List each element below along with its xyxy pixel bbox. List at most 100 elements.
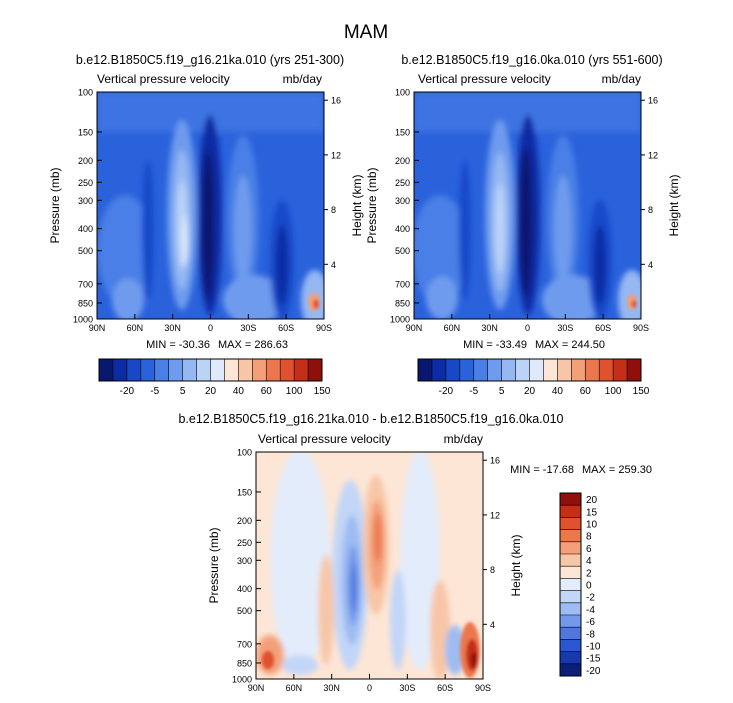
panel-b-colorbar-box xyxy=(501,359,516,381)
panel-c-y2tick-label: 16 xyxy=(490,456,500,466)
panel-c-colorbar-label: -15 xyxy=(586,654,601,665)
panel-c-ytick-label: 300 xyxy=(237,556,252,566)
panel-a-xtick-label: 30N xyxy=(164,323,181,333)
panel-a-ytick-label: 850 xyxy=(78,298,93,308)
figure-title: MAM xyxy=(344,22,388,43)
panel-c-colorbar-label: 10 xyxy=(586,520,598,531)
panel-c-left-label: Vertical pressure velocity xyxy=(258,432,391,446)
panel-c-ytick-label: 1000 xyxy=(232,675,252,685)
panel-a-colorbar-label: 5 xyxy=(180,386,186,397)
panel-a-xtick-label: 90N xyxy=(89,323,106,333)
panel-a-y2tick-label: 8 xyxy=(331,205,336,215)
panel-b-units-label: mb/day xyxy=(602,72,641,86)
panel-c-colorbar-box xyxy=(560,651,581,665)
panel-b-xtick-label: 30S xyxy=(557,323,573,333)
panel-a: b.e12.B1850C5.f19_g16.21ka.010 (yrs 251-… xyxy=(48,53,364,333)
panel-b-ytick-label: 300 xyxy=(395,196,410,206)
panel-a-xtick-label: 90S xyxy=(316,323,332,333)
panel-c-units-label: mb/day xyxy=(444,432,483,446)
panel-c-colorbar-box xyxy=(560,578,581,591)
panel-b-y2tick-label: 4 xyxy=(648,260,653,270)
panel-a-colorbar-box xyxy=(126,359,142,381)
panel-c-ytick-label: 700 xyxy=(237,639,252,649)
panel-b-colorbar-label: 40 xyxy=(552,386,564,397)
panel-a-y2tick-label: 12 xyxy=(331,150,341,160)
panel-b-title: b.e12.B1850C5.f19_g16.0ka.010 (yrs 551-6… xyxy=(401,53,662,67)
panel-b-ytick-label: 200 xyxy=(395,156,410,166)
panel-c-colorbar-label: -8 xyxy=(586,629,595,640)
panel-c-colorbar-label: 15 xyxy=(586,507,598,518)
panel-c-colorbar-label: 2 xyxy=(586,568,592,579)
panel-a-ytick-label: 700 xyxy=(78,279,93,289)
panel-b-xtick-label: 90S xyxy=(633,323,649,333)
panel-c-colorbar-label: 4 xyxy=(586,556,592,567)
panel-a-colorbar-label: 40 xyxy=(233,386,245,397)
panel-b-ytick-label: 850 xyxy=(395,298,410,308)
panel-b-colorbar-box xyxy=(627,359,642,381)
panel-b-colorbar-box xyxy=(431,359,447,381)
panel-a-xtick-label: 30S xyxy=(240,323,256,333)
panel-c-colorbar-label: -10 xyxy=(586,642,601,653)
panel-b-colorbar-label: 150 xyxy=(633,386,650,397)
panel-c-colorbar-label: -20 xyxy=(586,666,601,677)
panel-a-colorbar-box xyxy=(280,359,295,381)
panel-a-y2tick-label: 4 xyxy=(331,260,336,270)
panel-b-xtick-label: 30N xyxy=(481,323,498,333)
panel-b-ylabel: Pressure (mb) xyxy=(365,167,379,243)
panel-c-xtick-label: 90S xyxy=(475,683,491,693)
panel-a-colorbar-label: 20 xyxy=(205,386,217,397)
panel-c-colorbar-box xyxy=(560,541,581,555)
panel-c-colorbar-box xyxy=(560,554,581,567)
panel-b-colorbar-box xyxy=(473,359,488,381)
panel-a-colorbar-box xyxy=(154,359,169,381)
panel-c-colorbar-box xyxy=(560,505,581,518)
panel-a-min-label: MIN = -30.36 xyxy=(146,339,210,351)
panel-b-colorbar-box xyxy=(529,359,544,381)
panel-a-colorbar: -20 -5 5 20 40 60 100 150 xyxy=(98,358,331,397)
panel-a-left-label: Vertical pressure velocity xyxy=(97,72,230,86)
panel-c-colorbar-label: 6 xyxy=(586,544,592,555)
panel-b-colorbar-box xyxy=(585,359,600,381)
panel-c-xtick-label: 0 xyxy=(367,683,372,693)
panel-a-colorbar-box xyxy=(210,359,225,381)
panel-b-colorbar-label: 20 xyxy=(524,386,536,397)
panel-a-colorbar-box xyxy=(99,359,114,381)
panel-c-colorbar-frame xyxy=(559,492,582,677)
panel-b-y2label: Height (km) xyxy=(667,174,681,236)
panel-c-ytick-label: 100 xyxy=(237,448,252,458)
panel-a-y2tick-label: 16 xyxy=(331,96,341,106)
panel-b-colorbar-box xyxy=(599,359,614,381)
panel-b-ytick-label: 400 xyxy=(395,224,410,234)
panel-b-colorbar-box xyxy=(571,359,586,381)
panel-b-colorbar-box xyxy=(487,359,502,381)
panel-b-min-label: MIN = -33.49 xyxy=(463,339,527,351)
panel-b-y2tick-label: 16 xyxy=(648,96,658,106)
panel-c-xtick-label: 30N xyxy=(323,683,340,693)
panel-a-colorbar-label: 100 xyxy=(286,386,303,397)
panel-a-max-label: MAX = 286.63 xyxy=(218,339,288,351)
panel-a-ytick-label: 300 xyxy=(78,196,93,206)
panel-b-colorbar-box xyxy=(459,359,475,381)
panel-b-y2tick-label: 8 xyxy=(648,205,653,215)
panel-a-colorbar-label: -20 xyxy=(120,386,135,397)
panel-c-colorbar-label: 0 xyxy=(586,581,592,592)
panel-a-ytick-label: 100 xyxy=(78,88,93,98)
panel-c-colorbar-label: 20 xyxy=(586,495,598,506)
panel-c-colorbar-box xyxy=(560,529,581,543)
panel-b-ytick-label: 700 xyxy=(395,279,410,289)
panel-c-colorbar-label: -6 xyxy=(586,617,595,628)
panel-a-colorbar-box xyxy=(182,359,197,381)
panel-a-colorbar-box xyxy=(294,359,309,381)
panel-a-colorbar-label: 150 xyxy=(314,386,331,397)
panel-c-ytick-label: 250 xyxy=(237,538,252,548)
panel-a-colorbar-box xyxy=(112,359,128,381)
panel-b-colorbar-box xyxy=(613,359,628,381)
panel-c-title: b.e12.B1850C5.f19_g16.21ka.010 - b.e12.B… xyxy=(178,412,563,426)
panel-b-colorbar-box xyxy=(445,359,461,381)
panel-c-colorbar-label: -4 xyxy=(586,605,595,616)
panel-a-colorbar-label: 60 xyxy=(261,386,273,397)
panel-c-ytick-label: 150 xyxy=(237,487,252,497)
panel-c-xtick-label: 60S xyxy=(437,683,453,693)
panel-a-ytick-label: 400 xyxy=(78,224,93,234)
panel-c-colorbar-box xyxy=(560,615,581,628)
